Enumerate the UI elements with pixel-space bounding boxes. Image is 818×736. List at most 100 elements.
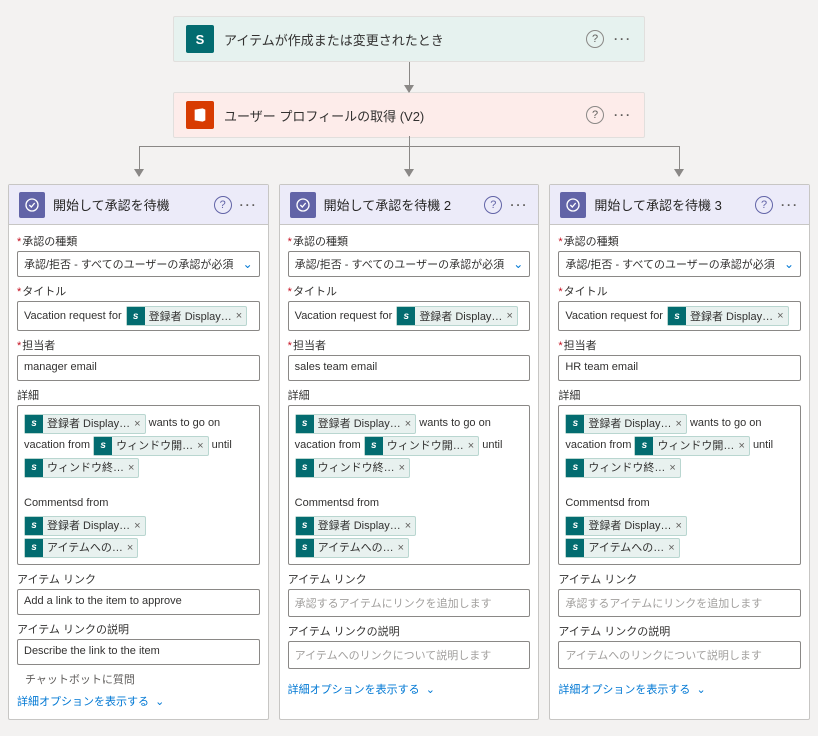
approval-type-select[interactable]: 承認/拒否 - すべてのユーザーの承認が必須 ⌄ bbox=[17, 251, 260, 277]
approval-icon bbox=[560, 192, 586, 218]
dynamic-token[interactable]: s 登録者 Display… × bbox=[565, 414, 687, 434]
show-more-link[interactable]: 詳細オプションを表示する ⌄ bbox=[17, 687, 260, 709]
ellipsis-icon[interactable]: ··· bbox=[781, 198, 799, 212]
token-remove-icon[interactable]: × bbox=[398, 537, 404, 559]
profile-card[interactable]: ユーザー プロフィールの取得 (V2) ? ··· bbox=[173, 92, 645, 138]
token-remove-icon[interactable]: × bbox=[127, 537, 133, 559]
token-remove-icon[interactable]: × bbox=[405, 515, 411, 537]
assignee-input[interactable]: manager email bbox=[17, 355, 260, 381]
dynamic-token[interactable]: s ウィンドウ開… × bbox=[93, 436, 208, 456]
branch-header[interactable]: 開始して承認を待機 ? ··· bbox=[9, 185, 268, 225]
dynamic-token[interactable]: s 登録者 Display… × bbox=[295, 516, 417, 536]
token-remove-icon[interactable]: × bbox=[128, 457, 134, 479]
field-label: *承認の種類 bbox=[558, 233, 801, 249]
token-remove-icon[interactable]: × bbox=[236, 310, 242, 322]
token-label: 登録者 Display… bbox=[47, 515, 130, 537]
approval-type-select[interactable]: 承認/拒否 - すべてのユーザーの承認が必須 ⌄ bbox=[558, 251, 801, 277]
assignee-input[interactable]: sales team email bbox=[288, 355, 531, 381]
title-input[interactable]: Vacation request for s 登録者 Display… × bbox=[558, 301, 801, 331]
item-link-input[interactable]: 承認するアイテムにリンクを追加します bbox=[558, 589, 801, 617]
branch-title: 開始して承認を待機 3 bbox=[594, 195, 755, 214]
item-link-input[interactable]: 承認するアイテムにリンクを追加します bbox=[288, 589, 531, 617]
dynamic-token[interactable]: s アイテムへの… × bbox=[565, 538, 679, 558]
ellipsis-icon[interactable]: ··· bbox=[240, 198, 258, 212]
field-label: アイテム リンクの説明 bbox=[558, 623, 801, 639]
approval-type-value: 承認/拒否 - すべてのユーザーの承認が必須 bbox=[24, 256, 233, 272]
token-icon: s bbox=[397, 307, 415, 325]
help-icon[interactable]: ? bbox=[755, 196, 773, 214]
token-remove-icon[interactable]: × bbox=[134, 515, 140, 537]
dynamic-token[interactable]: s 登録者 Display… × bbox=[565, 516, 687, 536]
details-input[interactable]: s 登録者 Display… × wants to go on vacation… bbox=[288, 405, 531, 565]
token-icon: s bbox=[25, 539, 43, 557]
token-remove-icon[interactable]: × bbox=[468, 435, 474, 457]
item-link-desc-input[interactable]: Describe the link to the item bbox=[17, 639, 260, 665]
dynamic-token[interactable]: s 登録者 Display… × bbox=[396, 306, 518, 326]
dynamic-token[interactable]: s アイテムへの… × bbox=[295, 538, 409, 558]
details-input[interactable]: s 登録者 Display… × wants to go on vacation… bbox=[558, 405, 801, 565]
token-icon: s bbox=[94, 437, 112, 455]
chevron-down-icon[interactable]: ⌄ bbox=[513, 257, 523, 271]
token-remove-icon[interactable]: × bbox=[738, 435, 744, 457]
dynamic-token[interactable]: s ウィンドウ終… × bbox=[565, 458, 680, 478]
help-icon[interactable]: ? bbox=[484, 196, 502, 214]
title-input[interactable]: Vacation request for s 登録者 Display… × bbox=[17, 301, 260, 331]
ellipsis-icon[interactable]: ··· bbox=[510, 198, 528, 212]
arrow-down-icon bbox=[409, 62, 410, 92]
ellipsis-icon[interactable]: ··· bbox=[614, 32, 632, 46]
help-icon[interactable]: ? bbox=[586, 106, 604, 124]
field-label: アイテム リンク bbox=[288, 571, 531, 587]
token-remove-icon[interactable]: × bbox=[669, 457, 675, 479]
field-label: アイテム リンクの説明 bbox=[288, 623, 531, 639]
token-remove-icon[interactable]: × bbox=[399, 457, 405, 479]
help-icon[interactable]: ? bbox=[586, 30, 604, 48]
show-more-link[interactable]: 詳細オプションを表示する ⌄ bbox=[288, 675, 531, 697]
help-icon[interactable]: ? bbox=[214, 196, 232, 214]
branch-fanout bbox=[9, 146, 809, 184]
token-remove-icon[interactable]: × bbox=[197, 435, 203, 457]
token-remove-icon[interactable]: × bbox=[668, 537, 674, 559]
item-link-desc-input[interactable]: アイテムへのリンクについて説明します bbox=[288, 641, 531, 669]
dynamic-token[interactable]: s 登録者 Display… × bbox=[24, 414, 146, 434]
approval-type-value: 承認/拒否 - すべてのユーザーの承認が必須 bbox=[295, 256, 504, 272]
dynamic-token[interactable]: s ウィンドウ終… × bbox=[295, 458, 410, 478]
branch-header[interactable]: 開始して承認を待機 2 ? ··· bbox=[280, 185, 539, 225]
token-remove-icon[interactable]: × bbox=[777, 310, 783, 322]
assignee-input[interactable]: HR team email bbox=[558, 355, 801, 381]
approval-type-select[interactable]: 承認/拒否 - すべてのユーザーの承認が必須 ⌄ bbox=[288, 251, 531, 277]
details-input[interactable]: s 登録者 Display… × wants to go on vacation… bbox=[17, 405, 260, 565]
item-link-input[interactable]: Add a link to the item to approve bbox=[17, 589, 260, 615]
item-link-desc-input[interactable]: アイテムへのリンクについて説明します bbox=[558, 641, 801, 669]
token-remove-icon[interactable]: × bbox=[506, 310, 512, 322]
chevron-down-icon[interactable]: ⌄ bbox=[784, 257, 794, 271]
field-label: *タイトル bbox=[17, 283, 260, 299]
token-icon: s bbox=[296, 539, 314, 557]
token-icon: s bbox=[296, 517, 314, 535]
dynamic-token[interactable]: s ウィンドウ終… × bbox=[24, 458, 139, 478]
token-remove-icon[interactable]: × bbox=[675, 413, 681, 435]
approval-type-value: 承認/拒否 - すべてのユーザーの承認が必須 bbox=[565, 256, 774, 272]
token-label: 登録者 Display… bbox=[588, 515, 671, 537]
token-label: ウィンドウ開… bbox=[116, 435, 193, 457]
token-remove-icon[interactable]: × bbox=[675, 515, 681, 537]
ellipsis-icon[interactable]: ··· bbox=[614, 108, 632, 122]
token-remove-icon[interactable]: × bbox=[134, 413, 140, 435]
approval-icon bbox=[290, 192, 316, 218]
dynamic-token[interactable]: s ウィンドウ開… × bbox=[364, 436, 479, 456]
show-more-link[interactable]: 詳細オプションを表示する ⌄ bbox=[558, 675, 801, 697]
token-label: アイテムへの… bbox=[588, 537, 664, 559]
title-input[interactable]: Vacation request for s 登録者 Display… × bbox=[288, 301, 531, 331]
dynamic-token[interactable]: s 登録者 Display… × bbox=[295, 414, 417, 434]
field-label: 詳細 bbox=[558, 387, 801, 403]
dynamic-token[interactable]: s ウィンドウ開… × bbox=[634, 436, 749, 456]
title-prefix: Vacation request for bbox=[565, 310, 663, 322]
branch-header[interactable]: 開始して承認を待機 3 ? ··· bbox=[550, 185, 809, 225]
trigger-card[interactable]: S アイテムが作成または変更されたとき ? ··· bbox=[173, 16, 645, 62]
dynamic-token[interactable]: s 登録者 Display… × bbox=[24, 516, 146, 536]
dynamic-token[interactable]: s アイテムへの… × bbox=[24, 538, 138, 558]
token-label: 登録者 Display… bbox=[318, 413, 401, 435]
dynamic-token[interactable]: s 登録者 Display… × bbox=[126, 306, 248, 326]
chevron-down-icon[interactable]: ⌄ bbox=[243, 257, 253, 271]
dynamic-token[interactable]: s 登録者 Display… × bbox=[667, 306, 789, 326]
token-remove-icon[interactable]: × bbox=[405, 413, 411, 435]
